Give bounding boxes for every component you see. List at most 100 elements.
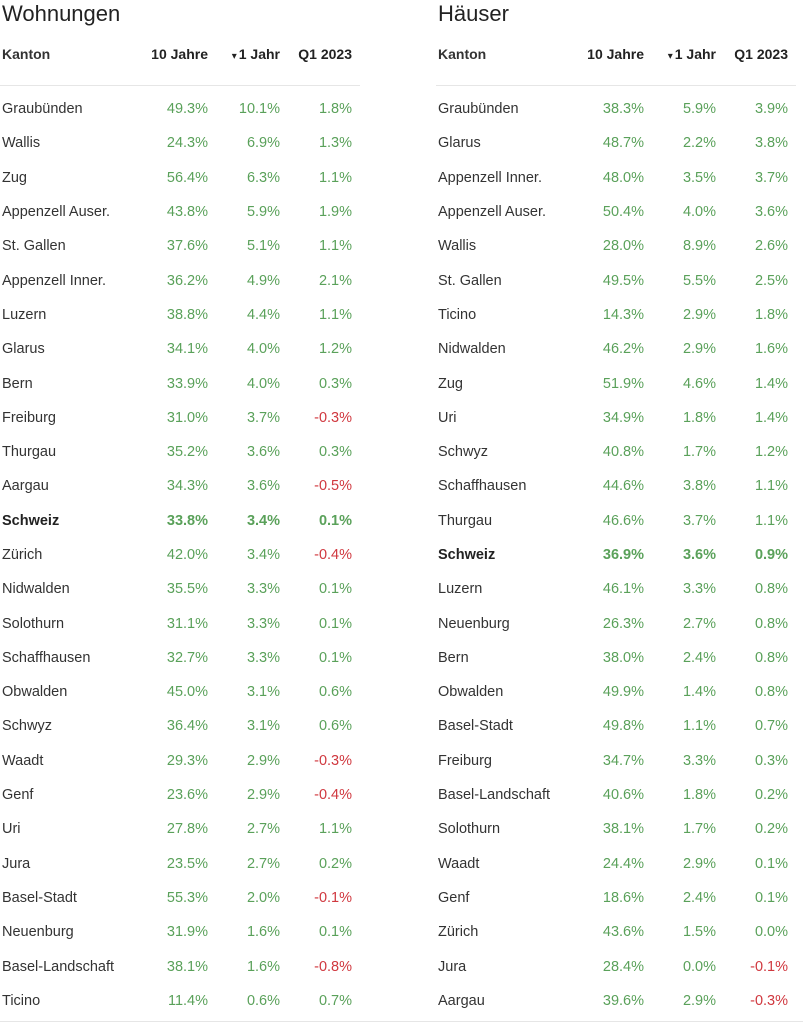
- sort-desc-icon: ▾: [231, 51, 237, 62]
- cell-10-jahre: 33.9%: [166, 375, 208, 392]
- table-row: Genf 23.6% 2.9% -0.4%: [0, 778, 360, 812]
- cell-1-jahr: 2.9%: [682, 992, 716, 1009]
- cell-10-jahre: 37.6%: [166, 238, 208, 255]
- table-row: Freiburg 31.0% 3.7% -0.3%: [0, 401, 360, 435]
- cell-q1-2023: 2.1%: [318, 272, 352, 289]
- cell-kanton: Basel-Stadt: [2, 889, 77, 906]
- table-row: Obwalden 45.0% 3.1% 0.6%: [0, 675, 360, 709]
- cell-kanton: Schweiz: [2, 512, 60, 529]
- table-row: Appenzell Auser. 50.4% 4.0% 3.6%: [436, 195, 796, 229]
- header-10-jahre[interactable]: 10 Jahre: [151, 46, 208, 62]
- cell-10-jahre: 18.6%: [602, 889, 644, 906]
- cell-10-jahre: 31.0%: [166, 409, 208, 426]
- header-kanton[interactable]: Kanton: [2, 46, 51, 62]
- cell-10-jahre: 23.5%: [166, 855, 208, 872]
- cell-kanton: Ticino: [2, 992, 41, 1009]
- cell-1-jahr: 10.1%: [238, 101, 280, 118]
- cell-1-jahr: 2.9%: [682, 341, 716, 358]
- table-row: Graubünden 38.3% 5.9% 3.9%: [436, 92, 796, 126]
- cell-1-jahr: 2.9%: [246, 752, 280, 769]
- cell-kanton: Freiburg: [438, 752, 492, 769]
- cell-q1-2023: 1.6%: [754, 341, 788, 358]
- cell-q1-2023: -0.4%: [314, 787, 352, 804]
- table-row: Zug 51.9% 4.6% 1.4%: [436, 366, 796, 400]
- cell-10-jahre: 29.3%: [166, 752, 208, 769]
- table-header: Kanton 10 Jahre ▾ 1 Jahr Q1 2023: [436, 36, 796, 86]
- cell-10-jahre: 34.3%: [166, 478, 208, 495]
- header-10-jahre[interactable]: 10 Jahre: [587, 46, 644, 62]
- cell-q1-2023: 1.8%: [318, 101, 352, 118]
- cell-q1-2023: 0.6%: [318, 718, 352, 735]
- cell-kanton: Graubünden: [438, 101, 519, 118]
- table-row: Appenzell Inner. 36.2% 4.9% 2.1%: [0, 263, 360, 297]
- cell-kanton: Glarus: [2, 341, 45, 358]
- cell-10-jahre: 39.6%: [602, 992, 644, 1009]
- cell-1-jahr: 5.9%: [246, 204, 280, 221]
- cell-1-jahr: 1.4%: [682, 684, 716, 701]
- header-1-jahr[interactable]: ▾ 1 Jahr: [644, 46, 716, 62]
- cell-q1-2023: 1.4%: [754, 375, 788, 392]
- cell-10-jahre: 43.8%: [166, 204, 208, 221]
- cell-10-jahre: 42.0%: [166, 547, 208, 563]
- table-row: Glarus 48.7% 2.2% 3.8%: [436, 126, 796, 160]
- table-row: Aargau 39.6% 2.9% -0.3%: [436, 984, 796, 1018]
- cell-kanton: Jura: [438, 958, 467, 975]
- cell-kanton: Zug: [2, 169, 27, 186]
- cell-10-jahre: 38.1%: [602, 821, 644, 838]
- cell-q1-2023: 3.8%: [754, 135, 788, 152]
- cell-10-jahre: 28.4%: [602, 958, 644, 975]
- cell-kanton: Uri: [438, 409, 457, 426]
- cell-q1-2023: 0.3%: [318, 375, 352, 392]
- cell-1-jahr: 1.7%: [682, 444, 716, 461]
- cell-kanton: Schaffhausen: [2, 649, 91, 666]
- cell-kanton: Ticino: [438, 306, 477, 323]
- header-kanton[interactable]: Kanton: [438, 46, 487, 62]
- table-row: Neuenburg 26.3% 2.7% 0.8%: [436, 606, 796, 640]
- cell-kanton: Nidwalden: [2, 581, 70, 598]
- table-haeuser: Häuser Kanton 10 Jahre ▾ 1 Jahr Q1 2023 G…: [436, 0, 796, 1018]
- cell-q1-2023: 0.1%: [754, 889, 788, 906]
- table-row: Schwyz 36.4% 3.1% 0.6%: [0, 709, 360, 743]
- table-title: Häuser: [438, 1, 509, 26]
- cell-q1-2023: 1.2%: [754, 444, 788, 461]
- cell-kanton: Genf: [438, 889, 470, 906]
- cell-10-jahre: 38.8%: [166, 306, 208, 323]
- cell-1-jahr: 2.9%: [246, 787, 280, 804]
- cell-kanton: Freiburg: [2, 409, 56, 426]
- cell-kanton: Graubünden: [2, 101, 83, 118]
- table-wohnungen: Wohnungen Kanton 10 Jahre ▾ 1 Jahr Q1 202…: [0, 0, 360, 1018]
- table-body: Graubünden 49.3% 10.1% 1.8% Wallis 24.3% 6.9% 1…: [0, 86, 360, 1018]
- cell-10-jahre: 35.5%: [166, 581, 208, 598]
- cell-10-jahre: 34.1%: [166, 341, 208, 358]
- cell-1-jahr: 5.9%: [682, 101, 716, 118]
- cell-10-jahre: 56.4%: [166, 169, 208, 186]
- cell-10-jahre: 46.2%: [602, 341, 644, 358]
- cell-q1-2023: 0.6%: [318, 684, 352, 701]
- header-1-jahr[interactable]: ▾ 1 Jahr: [208, 46, 280, 62]
- cell-10-jahre: 49.3%: [166, 101, 208, 118]
- cell-1-jahr: 4.6%: [682, 375, 716, 392]
- cell-1-jahr: 3.7%: [246, 409, 280, 426]
- table-row: Bern 38.0% 2.4% 0.8%: [436, 641, 796, 675]
- cell-1-jahr: 3.8%: [682, 478, 716, 495]
- header-q1-2023[interactable]: Q1 2023: [734, 46, 788, 62]
- sort-desc-icon: ▾: [667, 51, 673, 62]
- header-q1-2023[interactable]: Q1 2023: [298, 46, 352, 62]
- cell-1-jahr: 4.0%: [246, 375, 280, 392]
- cell-q1-2023: 0.2%: [754, 821, 788, 838]
- cell-10-jahre: 51.9%: [602, 375, 644, 392]
- cell-10-jahre: 40.6%: [602, 787, 644, 804]
- cell-10-jahre: 50.4%: [602, 204, 644, 221]
- table-row: Nidwalden 35.5% 3.3% 0.1%: [0, 572, 360, 606]
- table-row: Basel-Landschaft 38.1% 1.6% -0.8%: [0, 949, 360, 983]
- cell-1-jahr: 2.9%: [682, 855, 716, 872]
- cell-kanton: Uri: [2, 821, 21, 838]
- cell-kanton: Thurgau: [2, 444, 57, 461]
- table-header: Kanton 10 Jahre ▾ 1 Jahr Q1 2023: [0, 36, 360, 86]
- table-row: Luzern 38.8% 4.4% 1.1%: [0, 298, 360, 332]
- table-row: Solothurn 31.1% 3.3% 0.1%: [0, 606, 360, 640]
- cell-1-jahr: 3.6%: [246, 444, 280, 461]
- table-row: Zug 56.4% 6.3% 1.1%: [0, 161, 360, 195]
- cell-1-jahr: 5.1%: [246, 238, 280, 255]
- table-row: Ticino 14.3% 2.9% 1.8%: [436, 298, 796, 332]
